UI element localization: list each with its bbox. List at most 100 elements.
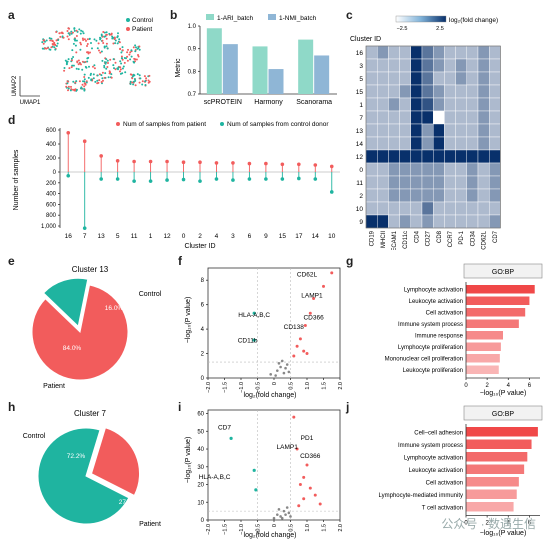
d-xtick-label-14: 17 xyxy=(295,233,303,240)
f-marks-annotation-2: CD366 xyxy=(303,314,324,321)
umap-point-19 xyxy=(66,35,69,38)
c-cell-11-CD62L xyxy=(477,175,490,190)
umap-point-231 xyxy=(94,80,97,83)
umap-point-35 xyxy=(59,35,62,38)
g-marks-xtick-label-1: 2 xyxy=(485,383,489,389)
c-cell-11-CD7 xyxy=(488,175,501,190)
g-marks-xtick-label-2: 4 xyxy=(507,383,511,389)
umap-point-225 xyxy=(133,57,136,60)
c-cell-10-MHCII xyxy=(377,201,389,216)
c-cell-7-CD19 xyxy=(365,110,378,125)
umap-point-164 xyxy=(124,71,127,74)
f-marks-point-ns-5 xyxy=(280,359,284,363)
panel-label-g: g xyxy=(346,254,354,268)
umap-point-340 xyxy=(43,39,46,42)
c-row-label-5: 7 xyxy=(359,115,363,122)
f-marks-point-up-7 xyxy=(302,349,306,353)
umap-point-363 xyxy=(141,83,144,86)
umap-point-34 xyxy=(80,29,83,32)
b-bar-Scanorama-0 xyxy=(298,39,314,94)
b-xtick-label-0: scPROTEIN xyxy=(204,99,242,106)
j-marks-xtick-label-1: 2 xyxy=(485,521,489,527)
panel-label-j: j xyxy=(346,400,350,414)
j-marks-bar-1 xyxy=(466,439,532,449)
c-col-label-1: MHCII xyxy=(381,231,387,248)
umap-point-76 xyxy=(105,31,108,34)
j-header: GO:BP xyxy=(492,411,515,418)
umap-point-123 xyxy=(67,58,70,61)
umap-point-213 xyxy=(120,51,123,54)
umap-point-236 xyxy=(110,73,113,76)
c-cell-3-CD8 xyxy=(432,58,445,73)
d-xtick-label-16: 10 xyxy=(328,233,336,240)
c-cell-2-MHCII xyxy=(377,188,389,203)
d-dot-control-10 xyxy=(329,190,334,194)
c-cell-16-CD62L xyxy=(477,45,490,60)
umap-point-130 xyxy=(77,68,80,71)
c-cell-10-CD62L xyxy=(477,201,490,216)
c-cell-7-CD7 xyxy=(488,110,501,125)
i-marks-xtick-label-3: −0.5 xyxy=(256,524,262,535)
i-marks-xtick-label-0: −2.0 xyxy=(206,524,212,535)
c-legend-title: log₂(fold change) xyxy=(449,17,498,24)
c-cell-7-CD4 xyxy=(410,110,423,125)
b-legend-ari: 1-ARI_batch xyxy=(217,15,254,22)
c-cell-16-CD7 xyxy=(488,45,501,60)
umap-point-365 xyxy=(144,80,147,83)
c-cell-9-CD19 xyxy=(365,214,378,229)
umap-point-11 xyxy=(82,32,85,35)
umap-point-295 xyxy=(79,87,82,90)
g-marks-bar-4 xyxy=(466,331,503,340)
c-cell-11-CD27 xyxy=(421,175,434,190)
i-marks-annotation-1: PD1 xyxy=(301,435,314,442)
c-cell-10-PECAM1 xyxy=(388,201,400,216)
c-cell-1-PD-1 xyxy=(455,97,467,112)
c-row-label-1: 3 xyxy=(359,63,363,70)
umap-point-208 xyxy=(127,48,129,51)
c-cell-9-CD27 xyxy=(421,214,434,229)
g-xlabel: −log₁₀(P value) xyxy=(480,390,527,397)
umap-point-322 xyxy=(50,37,53,40)
umap-legend-patient-dot xyxy=(126,27,130,31)
d-xtick-label-0: 16 xyxy=(65,233,73,240)
umap-point-54 xyxy=(75,51,78,54)
umap-point-66 xyxy=(95,39,98,42)
c-cell-16-MHCII xyxy=(377,45,389,60)
umap-point-120 xyxy=(64,59,67,62)
umap-point-64 xyxy=(72,42,75,45)
c-cell-16-CD11c xyxy=(399,45,411,60)
umap-point-205 xyxy=(137,54,139,56)
c-cell-9-CD11c xyxy=(399,214,411,229)
e-title: Cluster 13 xyxy=(72,265,109,274)
d-dot-control-17 xyxy=(297,176,301,181)
c-cell-7-CCR7 xyxy=(444,110,456,125)
c-cell-12-CD62L xyxy=(477,149,490,164)
umap-point-119 xyxy=(70,57,73,60)
g-marks-term-0: Lymphocyte activation xyxy=(404,288,463,294)
c-marks: 16 3 5 15 1 7 13 14 12 0 11 2 10 9 CD19 MHCII PECAM1 CD11… xyxy=(356,45,501,250)
umap-point-16 xyxy=(71,31,74,34)
umap-points xyxy=(41,27,151,92)
d-dot-patient-2 xyxy=(198,160,202,164)
umap-point-282 xyxy=(78,80,81,83)
f-marks-point-ns-9 xyxy=(287,370,291,374)
e-marks-label-patient: Patient xyxy=(43,383,65,390)
f-xlabel: log₂(fold change) xyxy=(244,392,297,399)
c-cell-5-CCR7 xyxy=(444,71,456,86)
umap-point-216 xyxy=(129,51,132,54)
umap-point-129 xyxy=(71,64,74,67)
umap-point-364 xyxy=(129,83,132,85)
c-cell-13-CD4 xyxy=(410,123,423,138)
b-legend-nmi: 1-NMI_batch xyxy=(279,15,317,22)
c-row-label-11: 2 xyxy=(359,193,363,200)
umap-point-296 xyxy=(67,85,70,88)
umap-point-179 xyxy=(105,61,107,64)
umap-point-281 xyxy=(75,80,78,83)
e-marks-pct-patient: 84.0% xyxy=(63,345,82,352)
umap-point-189 xyxy=(119,68,122,71)
umap-point-352 xyxy=(143,75,146,78)
d-xtick-label-1: 7 xyxy=(83,233,87,240)
c-cell-1-MHCII xyxy=(377,97,389,112)
b-bar-scPROTEIN-1 xyxy=(222,44,238,94)
umap-point-108 xyxy=(99,36,101,39)
